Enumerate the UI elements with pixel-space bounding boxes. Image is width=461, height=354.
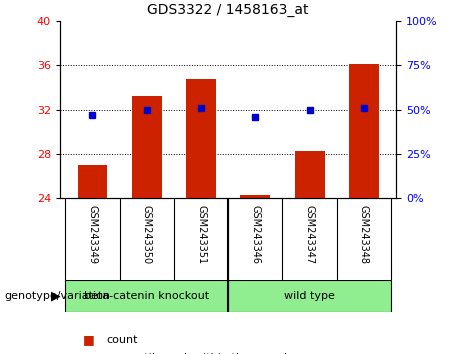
Text: GSM243350: GSM243350 — [142, 205, 152, 264]
Bar — [295, 151, 325, 198]
Text: GSM243349: GSM243349 — [88, 205, 97, 264]
Bar — [240, 195, 270, 198]
Title: GDS3322 / 1458163_at: GDS3322 / 1458163_at — [148, 4, 309, 17]
Text: GSM243347: GSM243347 — [305, 205, 314, 264]
Text: beta-catenin knockout: beta-catenin knockout — [84, 291, 209, 301]
Text: GSM243346: GSM243346 — [250, 205, 260, 264]
Text: count: count — [106, 335, 137, 345]
Bar — [186, 79, 216, 198]
Text: wild type: wild type — [284, 291, 335, 301]
Text: percentile rank within the sample: percentile rank within the sample — [106, 353, 294, 354]
Bar — [65, 280, 228, 312]
Text: GSM243351: GSM243351 — [196, 205, 206, 264]
Text: GSM243348: GSM243348 — [359, 205, 369, 264]
Text: genotype/variation: genotype/variation — [5, 291, 111, 301]
Text: ■: ■ — [83, 333, 95, 346]
Bar — [349, 64, 379, 198]
Bar — [228, 280, 391, 312]
Bar — [77, 165, 107, 198]
Bar — [132, 96, 162, 198]
Text: ■: ■ — [83, 351, 95, 354]
Text: ▶: ▶ — [51, 289, 60, 302]
